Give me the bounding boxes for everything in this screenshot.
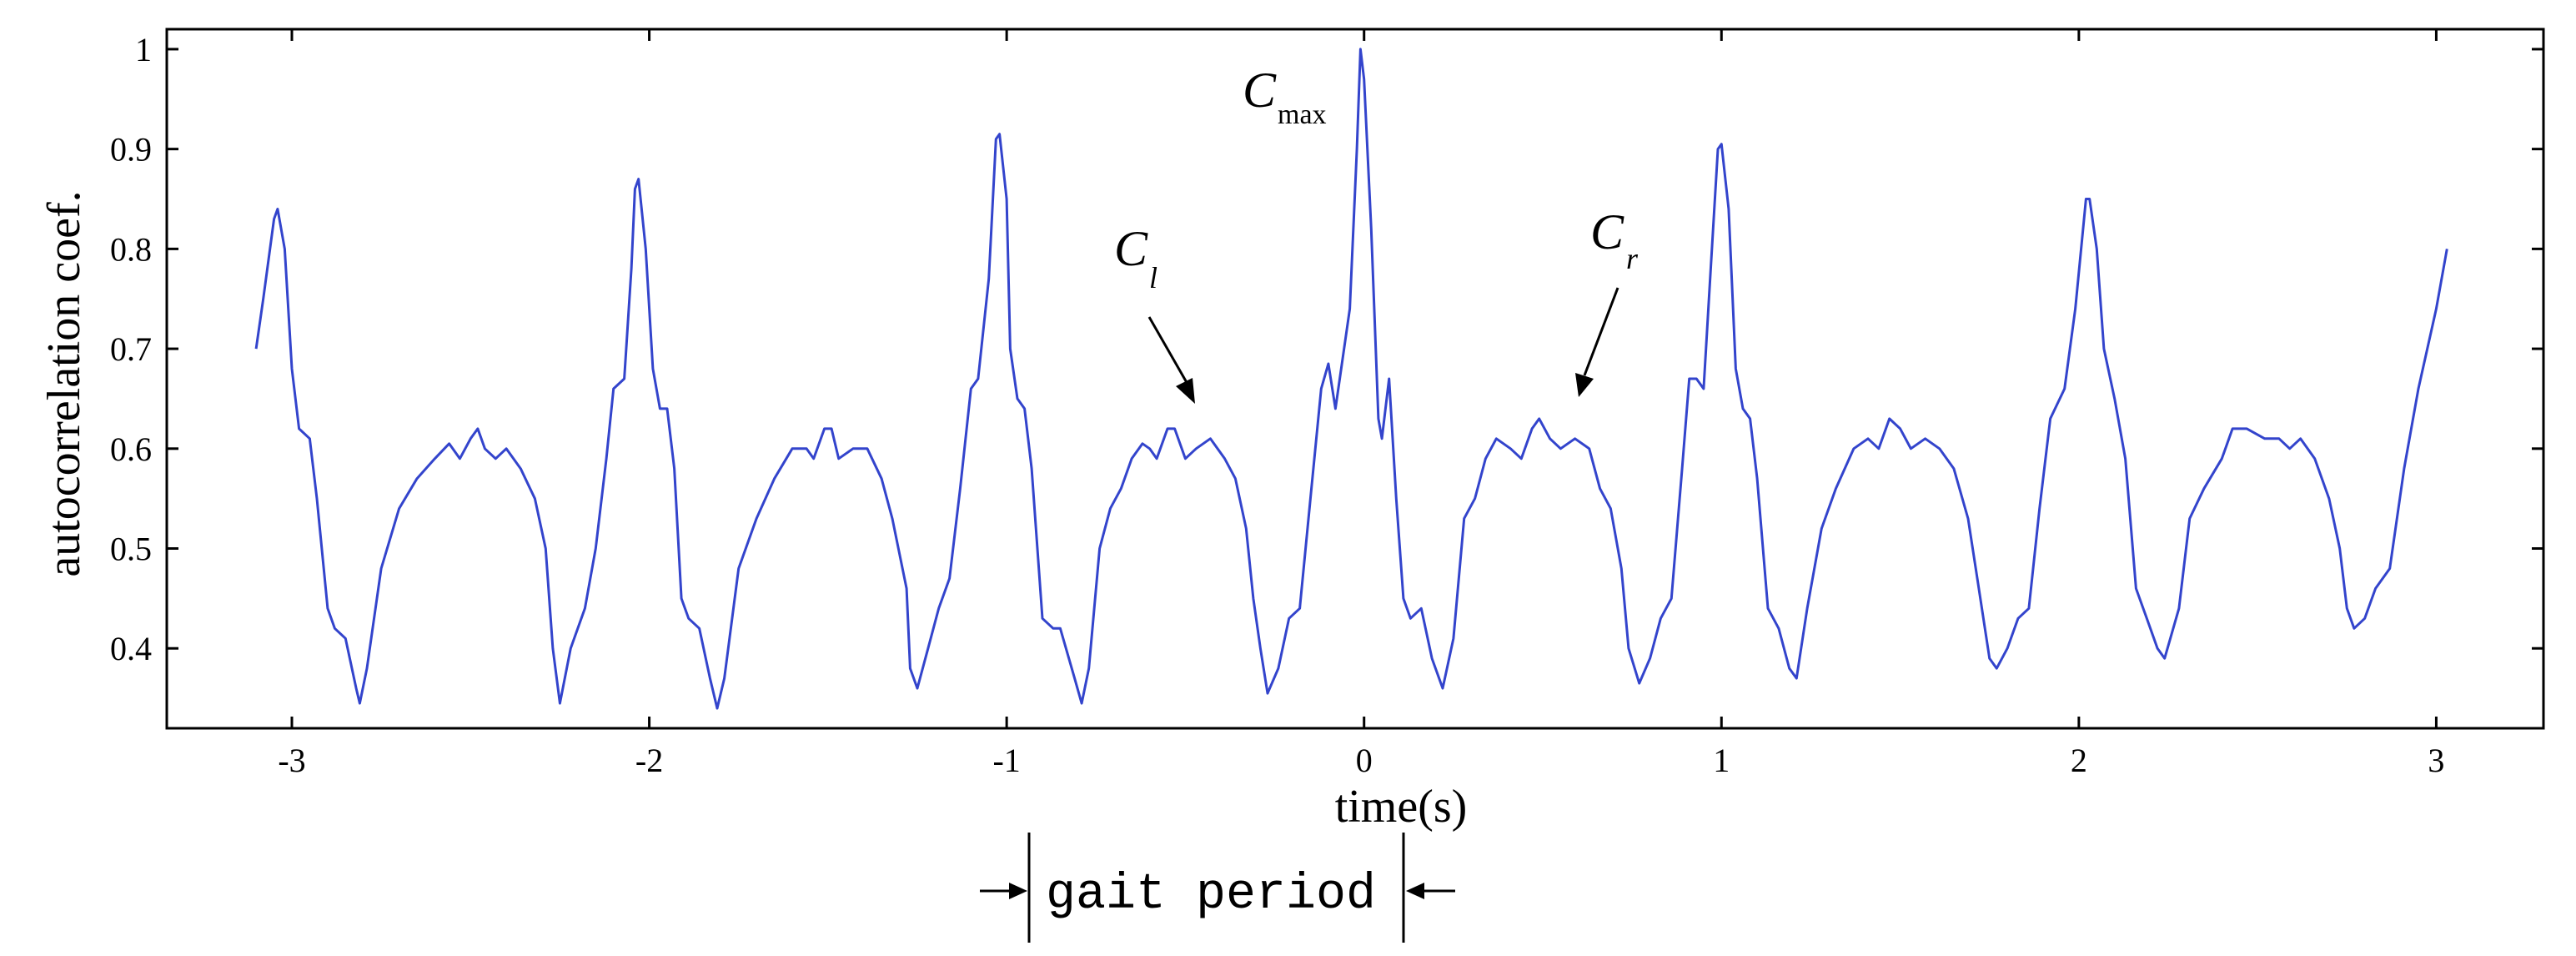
c-r-arrow bbox=[1583, 287, 1619, 376]
gait-period-bracket: gait period bbox=[980, 833, 1455, 943]
x-tick-label: 1 bbox=[1713, 742, 1730, 779]
gait-period-right-arrowhead bbox=[1406, 883, 1424, 899]
svg-text:C: C bbox=[1590, 204, 1624, 259]
x-tick-label: -1 bbox=[992, 742, 1020, 779]
c-max-annotation: C max bbox=[1243, 63, 1327, 130]
c-l-annotation: C l bbox=[1114, 221, 1195, 404]
y-tick-label: 0.6 bbox=[110, 430, 152, 468]
plot-frame bbox=[165, 28, 2545, 730]
y-tick-label: 1 bbox=[135, 31, 152, 68]
svg-text:r: r bbox=[1626, 242, 1639, 275]
c-r-annotation: C r bbox=[1575, 204, 1639, 397]
x-tick-label: 2 bbox=[2071, 742, 2087, 779]
y-tick-label: 0.9 bbox=[110, 131, 152, 169]
c-r-arrowhead bbox=[1575, 373, 1594, 397]
x-axis-label: time(s) bbox=[1335, 781, 1468, 833]
c-l-arrowhead bbox=[1176, 378, 1195, 404]
svg-text:l: l bbox=[1149, 261, 1157, 294]
x-tick-label: 3 bbox=[2428, 742, 2444, 779]
x-tick-label: -2 bbox=[635, 742, 663, 779]
svg-text:C: C bbox=[1243, 63, 1277, 118]
y-tick-label: 0.4 bbox=[110, 630, 152, 667]
x-tick-label: -3 bbox=[278, 742, 305, 779]
y-axis-ticks: 0.4 0.5 0.6 0.7 0.8 0.9 1 bbox=[110, 31, 2543, 667]
svg-text:max: max bbox=[1278, 99, 1327, 130]
gait-period-label: gait period bbox=[1046, 867, 1376, 923]
y-tick-label: 0.7 bbox=[110, 330, 152, 368]
y-axis-label: autocorrelation coef. bbox=[38, 190, 90, 576]
c-l-arrow bbox=[1147, 316, 1190, 386]
svg-text:C: C bbox=[1114, 221, 1148, 276]
x-tick-label: 0 bbox=[1356, 742, 1373, 779]
series-line bbox=[254, 48, 2448, 710]
y-tick-label: 0.5 bbox=[110, 531, 152, 568]
y-tick-label: 0.8 bbox=[110, 230, 152, 268]
x-axis-ticks: -3 -2 -1 0 1 2 3 bbox=[278, 29, 2444, 779]
gait-period-left-arrowhead bbox=[1009, 883, 1027, 899]
